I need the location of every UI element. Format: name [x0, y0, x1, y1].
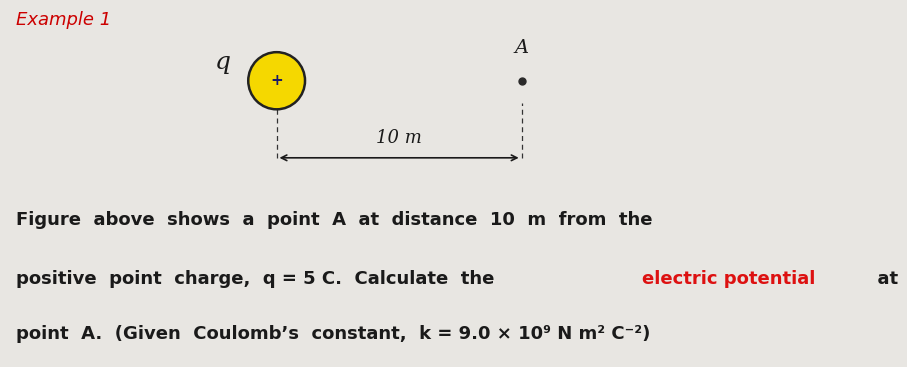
Text: 10 m: 10 m [376, 129, 422, 147]
Text: q: q [215, 51, 231, 74]
Text: A: A [514, 39, 529, 57]
Text: Example 1: Example 1 [16, 11, 112, 29]
Text: electric potential: electric potential [641, 270, 815, 288]
Ellipse shape [249, 52, 305, 109]
Text: at: at [865, 270, 899, 288]
Text: positive  point  charge,  q = 5 C.  Calculate  the: positive point charge, q = 5 C. Calculat… [16, 270, 501, 288]
Text: point  A.  (Given  Coulomb’s  constant,  k = 9.0 × 10⁹ N m² C⁻²): point A. (Given Coulomb’s constant, k = … [16, 325, 650, 343]
Text: +: + [270, 73, 283, 88]
Text: Figure  above  shows  a  point  A  at  distance  10  m  from  the: Figure above shows a point A at distance… [16, 211, 653, 229]
